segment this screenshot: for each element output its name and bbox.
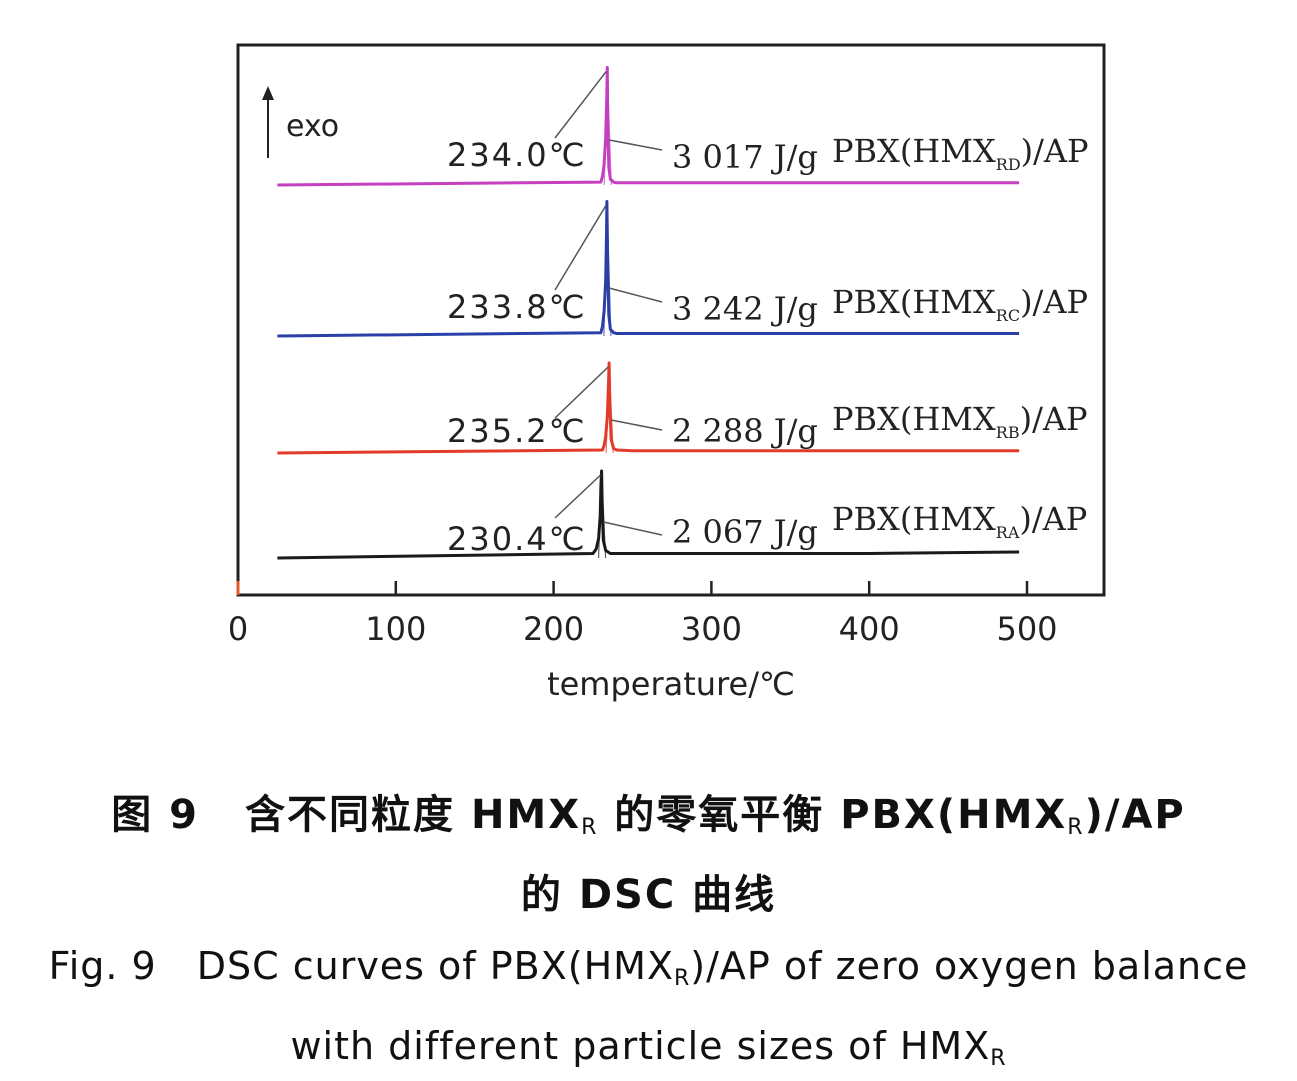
heat-leader-line — [603, 521, 663, 536]
peak-temp-label: 230.4℃ — [447, 520, 587, 558]
caption-en-sub-b: R — [990, 1046, 1007, 1071]
caption-en-text-c: with different particle sizes of HMX — [290, 1024, 991, 1068]
series-name-label: PBX(HMXRC)/AP — [832, 283, 1088, 325]
caption-zh-text-c: )/AP — [1084, 792, 1186, 838]
caption-en-line2: with different particle sizes of HMXR — [0, 1024, 1297, 1071]
caption-zh-fig-number: 图 9 — [111, 792, 200, 838]
peak-fill-line — [600, 470, 607, 559]
caption-zh-sub-a: R — [581, 815, 599, 840]
heat-leader-line — [611, 419, 663, 431]
series-line — [277, 361, 1020, 455]
caption-zh-sub-b: R — [1067, 815, 1085, 840]
x-tick-label: 400 — [839, 610, 900, 648]
peak-fill-line — [608, 362, 614, 454]
caption-zh-line1: 图 9 含不同粒度 HMXR 的零氧平衡 PBX(HMXR)/AP — [0, 782, 1297, 840]
series-group: 234.0℃ 3 017 J/g PBX(HMXRD)/AP — [277, 65, 1089, 187]
plot-frame — [236, 43, 1106, 597]
peak-fill-line — [606, 67, 612, 186]
caption-zh-text-d: 的 DSC 曲线 — [520, 872, 777, 918]
series-group: 230.4℃ 2 067 J/g PBX(HMXRA)/AP — [277, 469, 1087, 560]
heat-label: 2 288 J/g — [672, 412, 818, 450]
heat-label: 3 242 J/g — [672, 290, 818, 328]
peak-fill-line — [597, 470, 603, 559]
peak-fill-line — [605, 362, 610, 454]
caption-en-fig-number: Fig. 9 — [48, 944, 157, 988]
peak-fill-line — [603, 201, 608, 337]
series-layer: 234.0℃ 3 017 J/g PBX(HMXRD)/AP 233.8℃ 3 242 … — [277, 65, 1089, 560]
peak-leader-line — [554, 366, 609, 419]
x-tick-label: 0 — [228, 610, 248, 648]
x-tick-label: 200 — [523, 610, 584, 648]
series-line — [277, 200, 1020, 338]
series-name-label: PBX(HMXRA)/AP — [832, 500, 1087, 542]
peak-leader-line — [554, 205, 607, 291]
peak-leader-line — [554, 474, 602, 519]
x-axis-label: temperature/℃ — [547, 665, 795, 703]
series-line — [277, 65, 1020, 187]
peak-leader-line — [554, 70, 607, 139]
caption-en-text-b: )/AP of zero oxygen balance — [690, 944, 1249, 988]
heat-label: 3 017 J/g — [672, 138, 818, 176]
caption-en-line1: Fig. 9 DSC curves of PBX(HMXR)/AP of zero… — [0, 944, 1297, 991]
peak-temp-label: 234.0℃ — [447, 136, 587, 174]
caption-zh-text-a: 含不同粒度 HMX — [245, 792, 582, 838]
x-tick-label: 300 — [681, 610, 742, 648]
x-tick-label: 500 — [996, 610, 1057, 648]
caption-zh-line2: 的 DSC 曲线 — [0, 862, 1297, 920]
heat-leader-line — [609, 139, 663, 151]
caption-zh-text-b: 的零氧平衡 PBX(HMX — [598, 792, 1068, 838]
heat-leader-line — [608, 287, 663, 303]
heat-label: 2 067 J/g — [672, 513, 818, 551]
peak-temp-label: 235.2℃ — [447, 412, 587, 450]
peak-fill-line — [603, 67, 608, 186]
series-line — [277, 469, 1020, 560]
x-axis: 0 100 200 300 400 500 — [228, 581, 1058, 648]
dsc-chart: 0 100 200 300 400 500 234.0℃ 3 017 J/g PBX(HMXR… — [228, 43, 1106, 703]
exo-indicator: exo — [262, 86, 339, 158]
x-tick-label: 100 — [365, 610, 426, 648]
caption-en-sub-a: R — [674, 966, 691, 991]
series-name-label: PBX(HMXRD)/AP — [832, 132, 1089, 174]
series-name-label: PBX(HMXRB)/AP — [832, 400, 1087, 442]
peak-temp-label: 233.8℃ — [447, 288, 587, 326]
exo-arrow-head-icon — [262, 86, 274, 100]
series-group: 235.2℃ 2 288 J/g PBX(HMXRB)/AP — [277, 361, 1087, 455]
series-group: 233.8℃ 3 242 J/g PBX(HMXRC)/AP — [277, 200, 1088, 338]
peak-fill-line — [606, 201, 612, 337]
exo-label: exo — [286, 109, 339, 144]
caption-en-text-a: DSC curves of PBX(HMX — [196, 944, 674, 988]
